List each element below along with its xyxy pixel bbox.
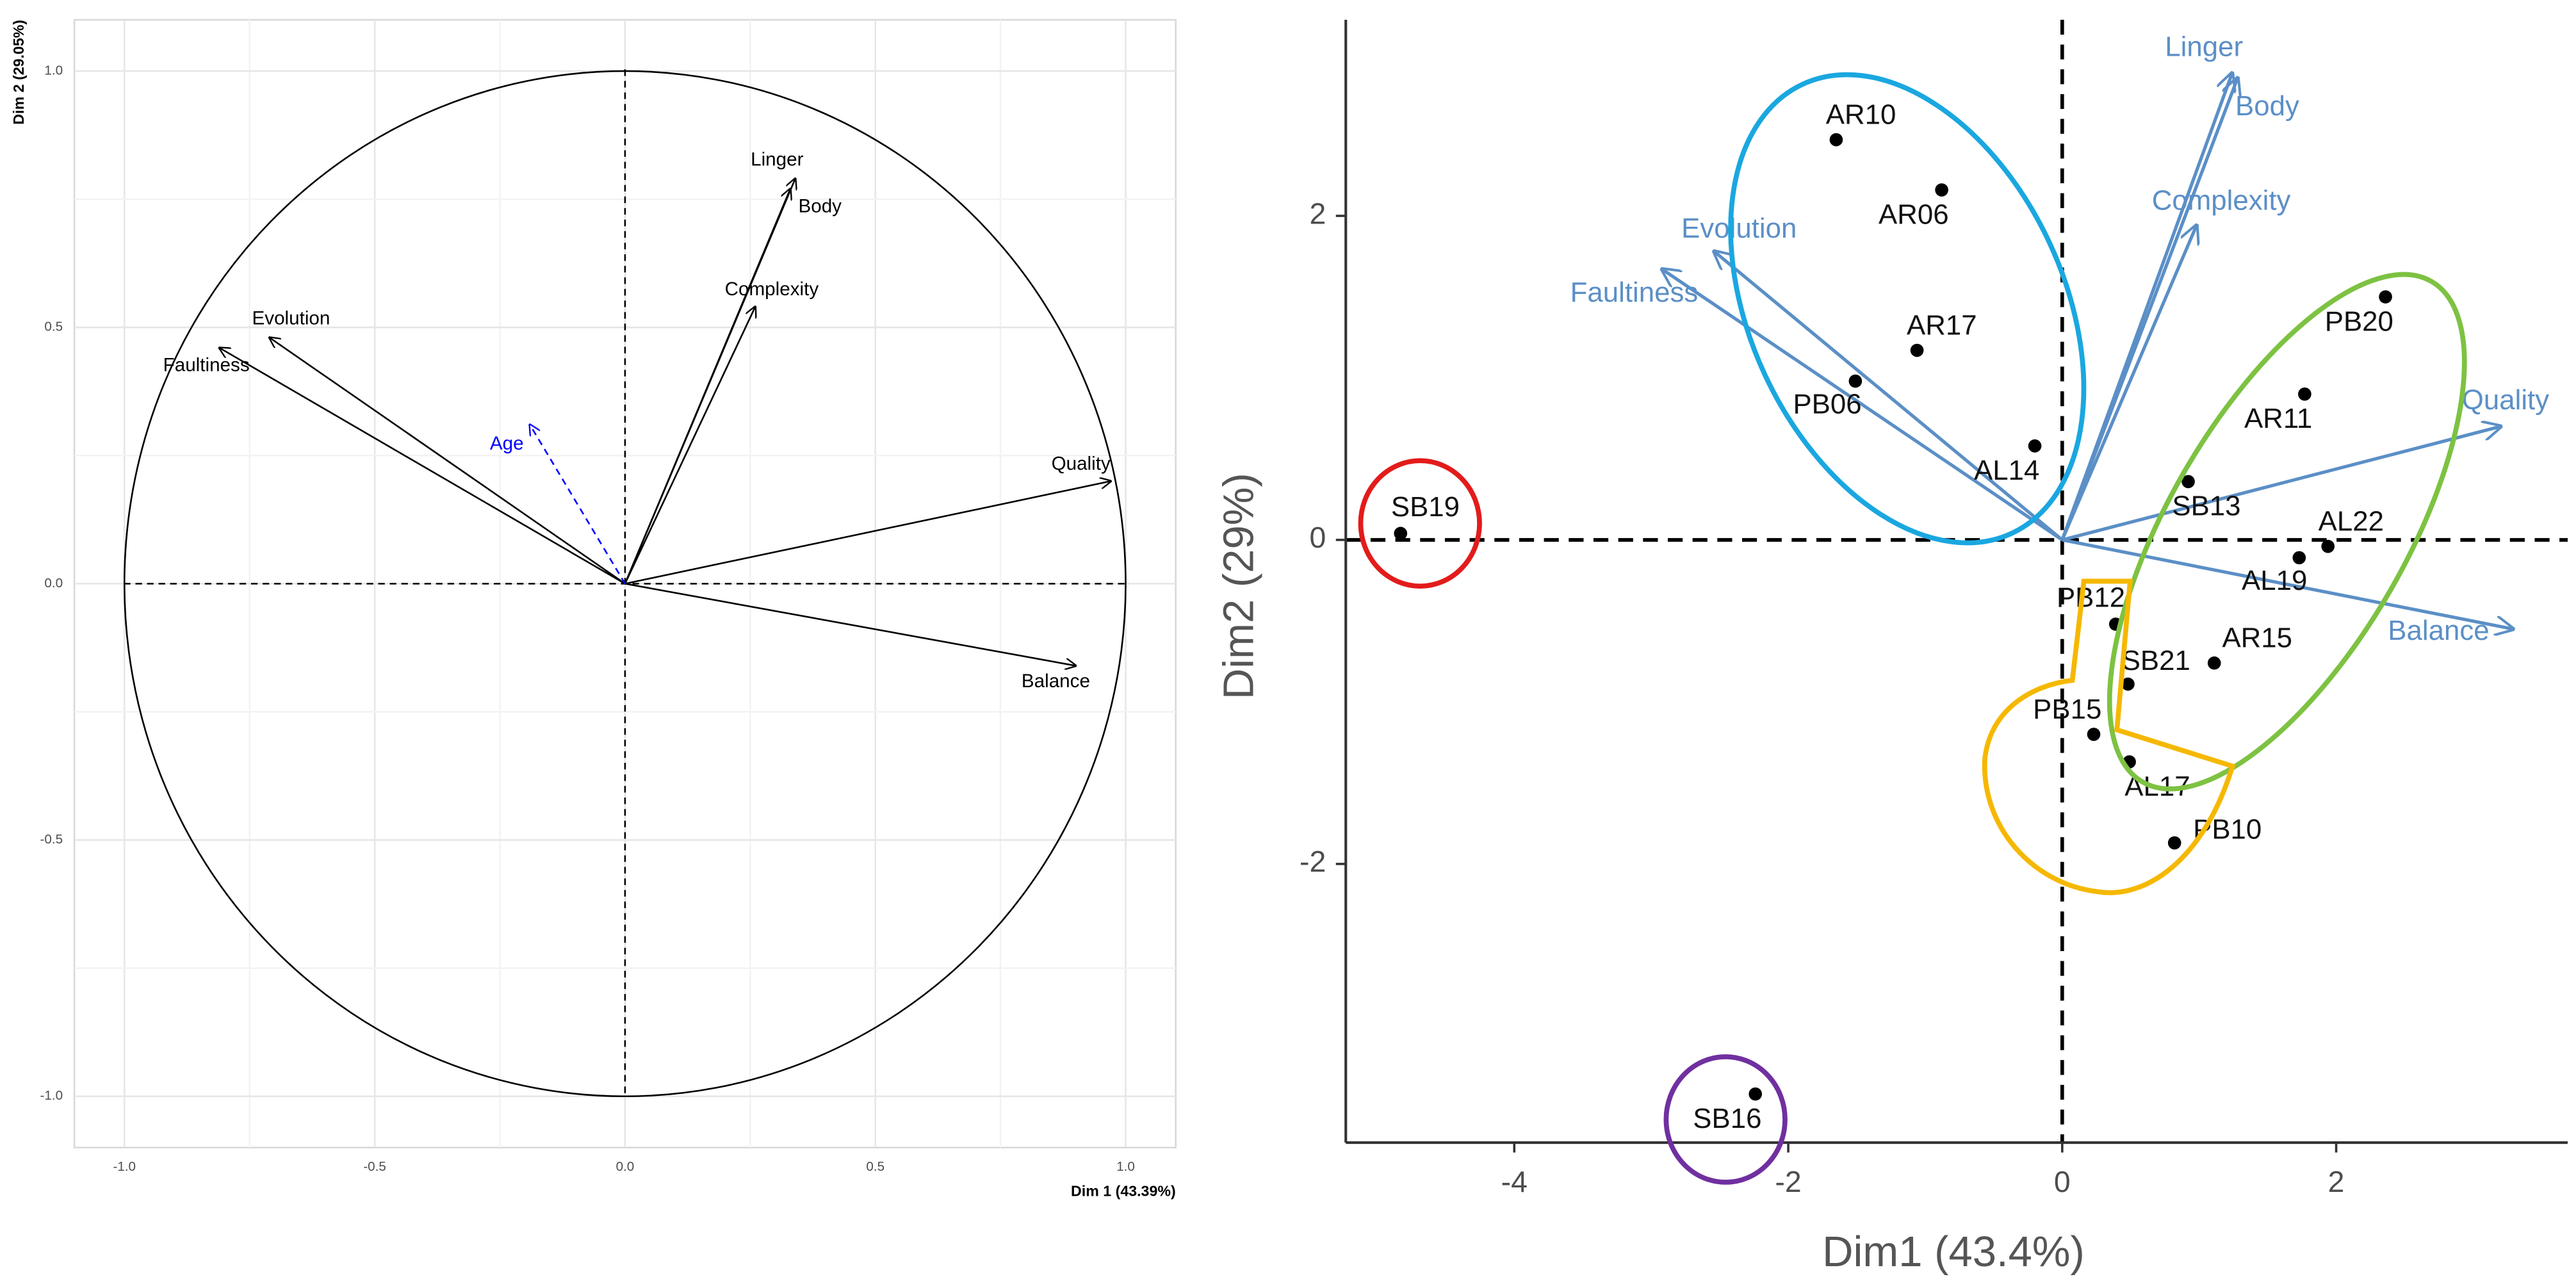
variable-label: Body bbox=[2235, 90, 2299, 122]
variable-arrow bbox=[1715, 252, 2064, 541]
sample-point bbox=[2167, 836, 2181, 850]
sample-point bbox=[1910, 343, 1924, 357]
sample-label: AR06 bbox=[1879, 199, 1949, 230]
x-tick-label: 1.0 bbox=[1116, 1159, 1135, 1174]
x-tick-label: 0.5 bbox=[866, 1159, 884, 1174]
sample-point bbox=[1848, 374, 1863, 388]
y-tick-label: 2 bbox=[1309, 197, 1326, 230]
y-tick-label: 0 bbox=[1309, 521, 1326, 554]
variable-arrow bbox=[220, 348, 626, 585]
variable-label: Balance bbox=[1022, 671, 1090, 692]
sample-label: PB20 bbox=[2325, 305, 2393, 337]
variable-label: Balance bbox=[2388, 615, 2489, 646]
x-axis-label: Dim1 (43.4%) bbox=[1822, 1228, 2085, 1276]
sample-point bbox=[2321, 539, 2335, 553]
variable-arrow bbox=[624, 583, 1075, 665]
sample-label: AL19 bbox=[2242, 565, 2307, 596]
x-tick-label: -2 bbox=[1775, 1165, 1801, 1198]
variable-label: Evolution bbox=[1681, 213, 1797, 244]
variable-arrow bbox=[270, 338, 626, 585]
sample-label: AR11 bbox=[2244, 403, 2312, 434]
cluster-outline bbox=[1982, 578, 2236, 895]
variable-label: Evolution bbox=[252, 308, 330, 329]
sample-label: AR10 bbox=[1826, 99, 1896, 131]
x-tick-label: -0.5 bbox=[363, 1159, 386, 1174]
sample-point bbox=[2121, 677, 2135, 691]
variable-label: Quality bbox=[1052, 453, 1111, 474]
variable-arrow bbox=[2060, 225, 2197, 541]
variable-arrow bbox=[624, 307, 755, 584]
sample-label: PB06 bbox=[1793, 388, 1861, 420]
variable-label: Faultiness bbox=[163, 354, 250, 375]
sample-label: SB13 bbox=[2172, 491, 2240, 522]
sample-point bbox=[1935, 183, 1948, 197]
variable-label: Faultiness bbox=[1570, 277, 1699, 308]
sample-label: PB15 bbox=[2033, 694, 2101, 725]
variable-arrow bbox=[2062, 538, 2513, 629]
sample-point bbox=[2298, 387, 2311, 401]
sample-label: AL22 bbox=[2319, 506, 2384, 537]
x-tick-label: 0 bbox=[2054, 1165, 2071, 1198]
variable-arrow bbox=[624, 189, 790, 584]
sample-label: PB12 bbox=[2057, 582, 2125, 613]
x-tick-label: 0.0 bbox=[616, 1159, 635, 1174]
sample-point bbox=[2028, 439, 2042, 453]
variable-arrow bbox=[2060, 78, 2238, 541]
sample-label: AR17 bbox=[1907, 309, 1977, 341]
sample-point bbox=[2292, 551, 2306, 565]
variable-arrow bbox=[1662, 270, 2064, 542]
x-tick-label: -1.0 bbox=[113, 1159, 136, 1174]
variable-label: Complexity bbox=[725, 279, 819, 300]
y-tick-label: 0.5 bbox=[44, 320, 63, 334]
biplot-panel: -4 -2 0 2 -2 0 2 Linger Body Complexity Evolution F… bbox=[1215, 19, 2568, 1276]
variable-label: Quality bbox=[2462, 384, 2549, 416]
y-axis-label: Dim 2 (29.05%) bbox=[10, 20, 27, 125]
sample-label: SB19 bbox=[1391, 491, 1460, 523]
variable-arrow bbox=[2062, 427, 2500, 542]
cluster-outline bbox=[1728, 72, 2087, 546]
variable-label: Linger bbox=[751, 149, 803, 170]
sample-point bbox=[2207, 656, 2221, 670]
sample-point bbox=[1749, 1087, 1763, 1101]
correlation-panel: -1.0 -0.5 0.0 0.5 1.0 -1.0 -0.5 0.0 0.5 1.0 Linger… bbox=[10, 19, 1177, 1200]
sample-label: SB16 bbox=[1693, 1103, 1761, 1134]
variable-label: Complexity bbox=[2152, 185, 2291, 216]
y-tick-label: -1.0 bbox=[40, 1088, 63, 1103]
y-tick-label: 0.0 bbox=[44, 576, 63, 591]
x-axis-label: Dim 1 (43.39%) bbox=[1071, 1183, 1176, 1200]
x-tick-label: 2 bbox=[2328, 1165, 2345, 1198]
x-tick-label: -4 bbox=[1501, 1165, 1528, 1198]
y-tick-label: -0.5 bbox=[40, 832, 63, 847]
sample-label: SB21 bbox=[2122, 645, 2190, 676]
y-axis-label: Dim2 (29%) bbox=[1215, 473, 1263, 699]
supplementary-label: Age bbox=[490, 433, 524, 454]
cluster-outline bbox=[1663, 1054, 1788, 1185]
sample-label: AR15 bbox=[2222, 623, 2292, 654]
y-tick-label: 1.0 bbox=[44, 63, 63, 77]
sample-point bbox=[2087, 728, 2101, 741]
variable-arrow bbox=[624, 481, 1111, 585]
variable-label: Body bbox=[798, 195, 842, 216]
group-outlines bbox=[1358, 72, 2467, 1185]
cluster-outline bbox=[1358, 458, 1482, 589]
supplementary-arrow bbox=[530, 425, 626, 585]
cluster-outline bbox=[2107, 272, 2467, 792]
y-tick-label: -2 bbox=[1300, 845, 1326, 878]
sample-point bbox=[1394, 526, 1408, 541]
variable-label: Linger bbox=[2165, 31, 2243, 62]
sample-point bbox=[1829, 133, 1843, 147]
sample-label: AL14 bbox=[1974, 455, 2039, 486]
sample-point bbox=[2379, 290, 2392, 304]
sample-point bbox=[2181, 475, 2195, 489]
